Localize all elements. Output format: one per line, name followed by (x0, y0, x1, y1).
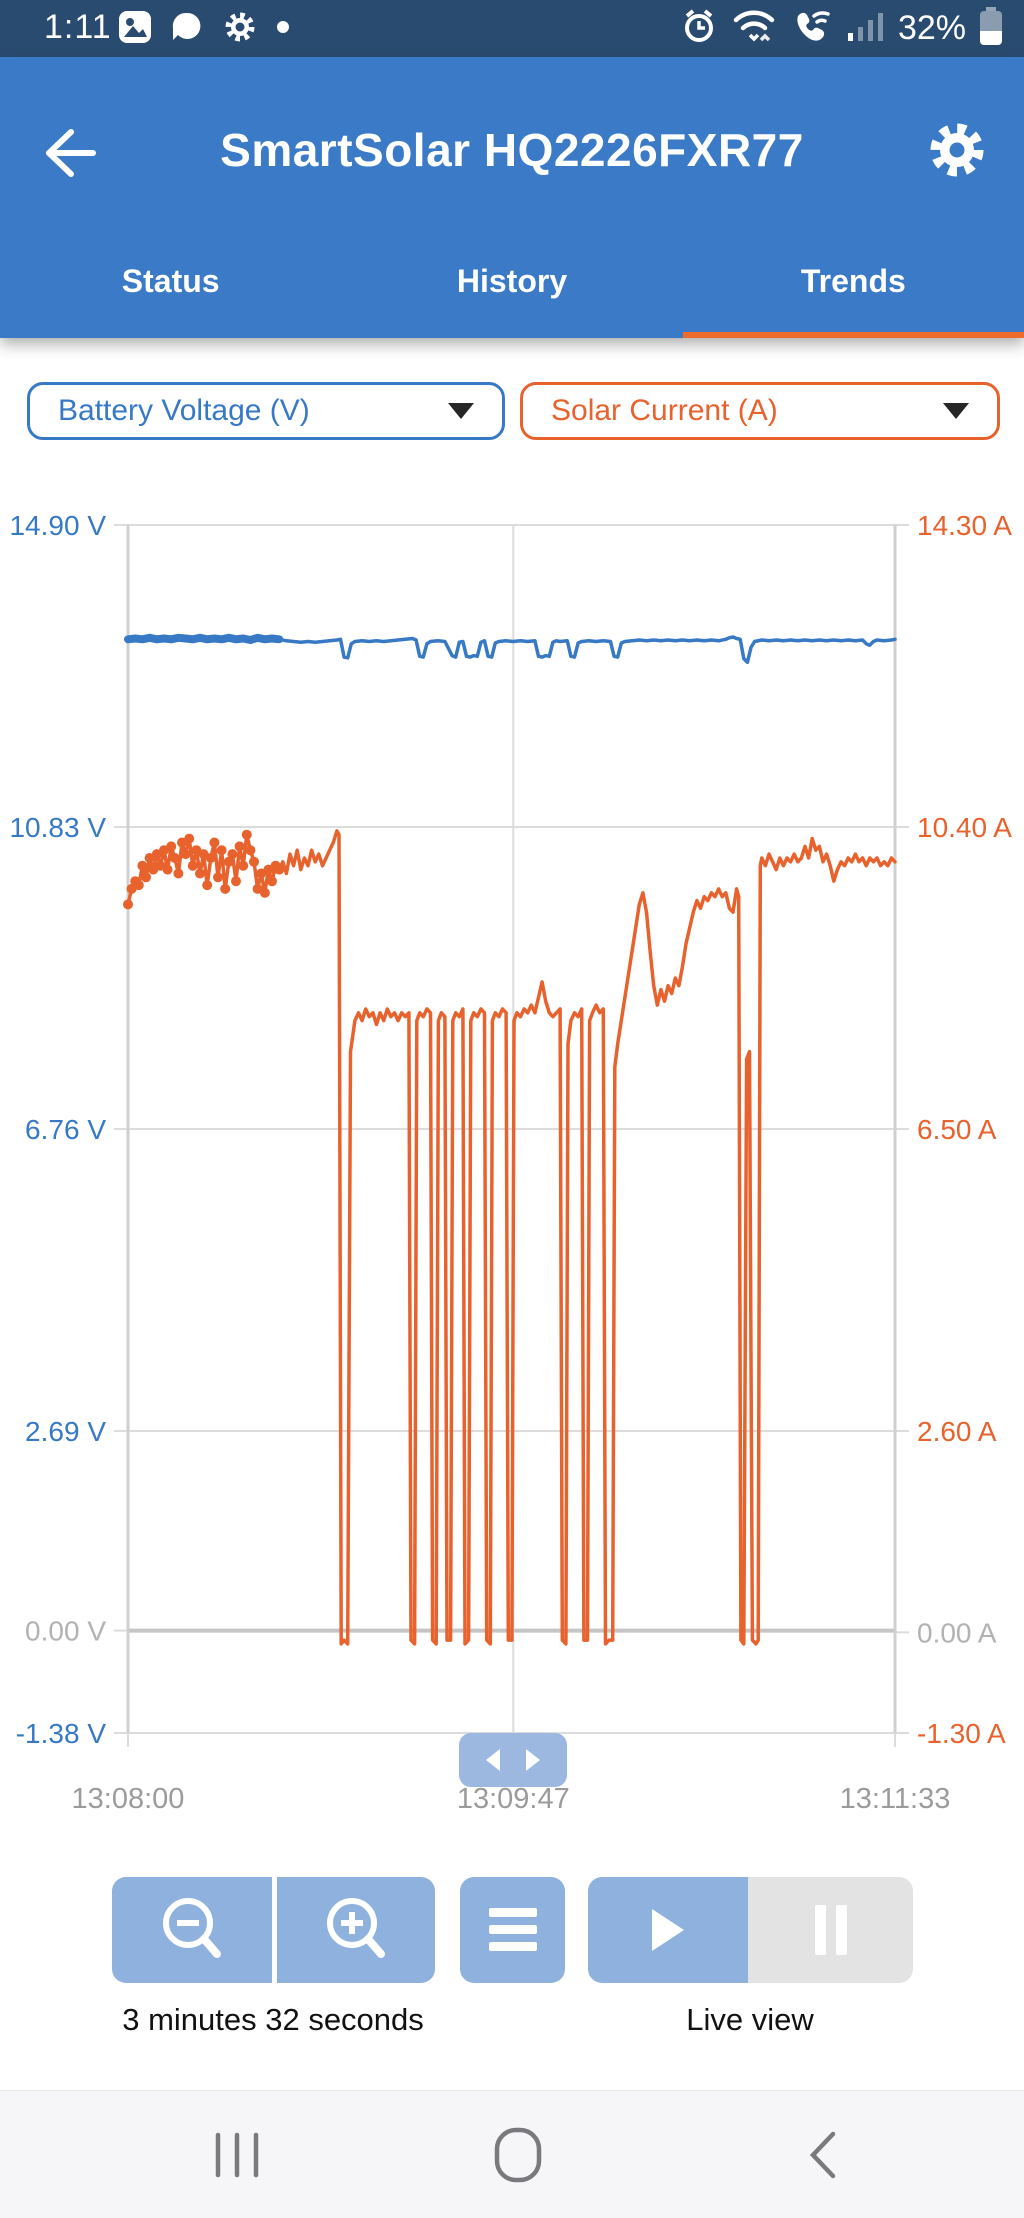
page-title: SmartSolar HQ2226FXR77 (220, 124, 804, 176)
back-button[interactable] (30, 115, 106, 191)
left-axis-tick-label: 2.69 V (25, 1416, 106, 1447)
series-marker-solar-current (234, 841, 245, 852)
notification-dot-icon (276, 20, 290, 39)
series-marker-solar-current (274, 864, 285, 875)
clock-text: 1:11 (44, 8, 112, 46)
series-marker-solar-current (141, 872, 151, 883)
chevron-down-icon (448, 403, 474, 419)
tab-history[interactable]: History (456, 263, 568, 299)
x-axis-tick-label: 13:09:47 (457, 1783, 570, 1815)
tab-status[interactable]: Status (121, 263, 220, 299)
tab-trends[interactable]: Trends (800, 263, 906, 299)
series-marker-solar-current (133, 880, 144, 891)
series-marker-solar-current (123, 899, 133, 910)
recent-apps-button[interactable] (177, 2091, 297, 2218)
series-marker-solar-current (162, 864, 173, 875)
right-axis-tick-label: 6.50 A (917, 1114, 997, 1145)
right-axis-tick-label: 2.60 A (917, 1416, 997, 1447)
series-marker-solar-current (227, 849, 238, 860)
left-axis-tick-label: 6.76 V (25, 1114, 106, 1145)
series-marker-solar-current (231, 876, 241, 887)
tab-bar: Status History Trends (0, 249, 1024, 313)
zoom-duration-label: 3 minutes 32 seconds (122, 2002, 424, 2037)
x-axis-tick-label: 13:08:00 (72, 1783, 185, 1815)
right-series-dropdown-label: Solar Current (A) (551, 394, 778, 427)
pause-button[interactable] (748, 1877, 913, 1983)
right-axis-tick-label: 0.00 A (917, 1617, 997, 1648)
android-navigation-bar (0, 2090, 1024, 2218)
trend-chart[interactable]: 14.90 V 10.83 V 6.76 V 2.69 V 0.00 V -1.38 V 1… (0, 490, 1024, 1830)
wifi-arrows-icon (730, 6, 778, 51)
slider-left-arrow-icon (486, 1749, 500, 1771)
zoom-in-button[interactable] (277, 1877, 435, 1983)
play-button[interactable] (588, 1877, 748, 1983)
back-nav-button[interactable] (762, 2091, 882, 2218)
time-range-slider-handle[interactable] (459, 1733, 567, 1787)
message-notification-icon (170, 10, 204, 49)
right-axis-tick-label: -1.30 A (917, 1718, 1006, 1749)
signal-strength-icon (846, 7, 886, 50)
left-series-dropdown[interactable]: Battery Voltage (V) (27, 382, 505, 440)
active-tab-indicator (683, 332, 1024, 338)
gallery-notification-icon (118, 10, 152, 49)
left-axis-tick-label: 14.90 V (9, 510, 106, 541)
series-line-solar-current (126, 829, 897, 1646)
left-axis-tick-label: 10.83 V (9, 812, 106, 843)
series-marker-solar-current (267, 876, 277, 887)
left-axis-tick-label: 0.00 V (25, 1616, 106, 1647)
series-marker-solar-current (213, 872, 223, 883)
chevron-down-icon (943, 403, 969, 419)
series-marker-solar-current (245, 845, 256, 856)
series-marker-solar-current (195, 868, 205, 879)
left-series-dropdown-label: Battery Voltage (V) (58, 394, 310, 427)
series-marker-solar-current (259, 887, 270, 898)
series-marker-solar-current (173, 868, 184, 879)
series-marker-solar-current (249, 856, 259, 867)
series-marker-solar-current (216, 845, 227, 856)
slider-right-arrow-icon (526, 1749, 540, 1771)
alarm-icon (680, 7, 718, 50)
x-axis-tick-label: 13:11:33 (840, 1783, 951, 1815)
settings-notification-icon (222, 9, 258, 50)
app-header: SmartSolar HQ2226FXR77 Status History Tr… (0, 57, 1024, 338)
series-marker-solar-current (209, 837, 220, 848)
series-marker-solar-current (137, 860, 148, 871)
series-marker-solar-current (184, 833, 195, 844)
series-marker-solar-current (202, 880, 213, 891)
home-button[interactable] (458, 2091, 578, 2218)
chart-options-menu-button[interactable] (460, 1877, 565, 1983)
series-marker-solar-current (180, 849, 191, 860)
series-marker-solar-current (220, 883, 231, 894)
series-marker-solar-current (205, 853, 216, 863)
settings-button[interactable] (922, 115, 992, 185)
battery-percent-text: 32% (897, 8, 966, 47)
battery-icon (978, 5, 1004, 52)
live-view-label: Live view (686, 2002, 814, 2037)
zoom-out-button[interactable] (112, 1877, 272, 1983)
right-axis-tick-label: 10.40 A (917, 812, 1012, 843)
series-marker-solar-current (169, 853, 180, 863)
right-series-dropdown[interactable]: Solar Current (A) (520, 382, 1000, 440)
wifi-calling-icon (790, 6, 834, 51)
status-bar: 1:11 (0, 0, 1024, 57)
series-line-battery-voltage (126, 635, 897, 665)
series-marker-solar-current (241, 829, 252, 840)
right-axis-tick-label: 14.30 A (917, 510, 1012, 541)
series-marker-solar-current (166, 841, 177, 852)
series-line-emphasis-battery-voltage (124, 633, 284, 644)
left-axis-tick-label: -1.38 V (16, 1718, 107, 1749)
series-marker-solar-current (238, 860, 249, 871)
series-marker-solar-current (223, 856, 234, 867)
series-marker-solar-current (187, 860, 198, 871)
